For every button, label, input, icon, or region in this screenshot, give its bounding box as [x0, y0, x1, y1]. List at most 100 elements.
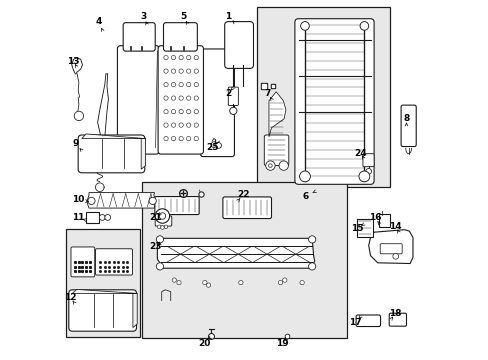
Circle shape — [179, 82, 183, 87]
Circle shape — [163, 123, 168, 127]
Text: 11: 11 — [72, 213, 84, 222]
FancyBboxPatch shape — [142, 182, 346, 338]
Circle shape — [229, 107, 237, 114]
FancyBboxPatch shape — [224, 22, 253, 68]
FancyBboxPatch shape — [264, 135, 288, 166]
FancyBboxPatch shape — [400, 105, 415, 147]
Circle shape — [157, 225, 161, 229]
FancyBboxPatch shape — [257, 7, 389, 187]
Text: 7: 7 — [264, 89, 270, 98]
Text: 14: 14 — [388, 222, 401, 231]
Polygon shape — [268, 92, 285, 137]
Circle shape — [265, 161, 275, 170]
FancyBboxPatch shape — [200, 49, 234, 157]
Circle shape — [238, 280, 243, 285]
Circle shape — [365, 168, 371, 174]
FancyBboxPatch shape — [66, 229, 140, 337]
FancyBboxPatch shape — [155, 197, 199, 215]
Circle shape — [104, 215, 110, 220]
FancyBboxPatch shape — [355, 315, 380, 327]
Circle shape — [268, 164, 272, 167]
FancyBboxPatch shape — [228, 87, 238, 105]
Text: 4: 4 — [95, 17, 102, 26]
Text: 21: 21 — [149, 213, 162, 222]
FancyBboxPatch shape — [155, 216, 171, 226]
Circle shape — [149, 197, 156, 204]
FancyBboxPatch shape — [71, 247, 95, 277]
FancyBboxPatch shape — [95, 249, 132, 275]
FancyBboxPatch shape — [69, 290, 136, 331]
Text: 6: 6 — [302, 192, 308, 201]
FancyBboxPatch shape — [362, 154, 373, 167]
Circle shape — [359, 22, 368, 30]
FancyBboxPatch shape — [356, 219, 373, 237]
FancyBboxPatch shape — [378, 214, 389, 227]
Text: 13: 13 — [67, 57, 80, 66]
Text: 25: 25 — [205, 143, 218, 152]
Text: 19: 19 — [275, 339, 288, 348]
Circle shape — [179, 96, 183, 100]
FancyBboxPatch shape — [163, 23, 197, 51]
Circle shape — [211, 142, 216, 148]
FancyBboxPatch shape — [294, 19, 373, 184]
Circle shape — [171, 82, 175, 87]
Circle shape — [74, 111, 83, 121]
Circle shape — [194, 69, 198, 73]
Text: 20: 20 — [198, 339, 211, 348]
Text: 5: 5 — [180, 12, 186, 21]
Polygon shape — [72, 289, 137, 293]
Circle shape — [194, 136, 198, 141]
Circle shape — [171, 136, 175, 141]
Text: 3: 3 — [140, 12, 146, 21]
Circle shape — [186, 55, 190, 60]
Circle shape — [163, 55, 168, 60]
Circle shape — [308, 236, 315, 243]
Text: 1: 1 — [224, 12, 231, 21]
FancyBboxPatch shape — [78, 135, 144, 173]
Circle shape — [171, 69, 175, 73]
Polygon shape — [72, 58, 82, 74]
Circle shape — [282, 278, 286, 282]
Circle shape — [358, 171, 369, 182]
Circle shape — [163, 136, 168, 141]
FancyBboxPatch shape — [117, 46, 159, 154]
Circle shape — [392, 253, 398, 259]
Polygon shape — [133, 293, 137, 328]
Circle shape — [177, 280, 181, 285]
Circle shape — [279, 161, 288, 170]
Text: 22: 22 — [237, 190, 249, 199]
Circle shape — [156, 236, 163, 243]
Circle shape — [278, 280, 282, 285]
Circle shape — [179, 123, 183, 127]
Text: 18: 18 — [388, 309, 401, 318]
Text: 10: 10 — [72, 195, 84, 204]
Circle shape — [163, 109, 168, 114]
Circle shape — [215, 143, 221, 148]
Circle shape — [194, 55, 198, 60]
Circle shape — [194, 96, 198, 100]
Circle shape — [163, 82, 168, 87]
Circle shape — [186, 82, 190, 87]
Circle shape — [299, 280, 304, 285]
FancyBboxPatch shape — [223, 197, 271, 219]
Circle shape — [300, 22, 309, 30]
Circle shape — [155, 209, 169, 223]
Text: 15: 15 — [350, 224, 363, 233]
Polygon shape — [87, 193, 156, 208]
Text: 2: 2 — [224, 89, 231, 98]
Circle shape — [299, 171, 310, 182]
Circle shape — [179, 136, 183, 141]
Text: 9: 9 — [72, 139, 79, 148]
Circle shape — [194, 82, 198, 87]
Circle shape — [163, 96, 168, 100]
FancyBboxPatch shape — [388, 313, 406, 326]
Circle shape — [179, 109, 183, 114]
Circle shape — [179, 69, 183, 73]
Circle shape — [164, 225, 167, 229]
Polygon shape — [141, 139, 145, 169]
Circle shape — [186, 69, 190, 73]
FancyBboxPatch shape — [380, 244, 401, 254]
FancyBboxPatch shape — [123, 23, 155, 51]
Circle shape — [186, 136, 190, 141]
Circle shape — [171, 55, 175, 60]
